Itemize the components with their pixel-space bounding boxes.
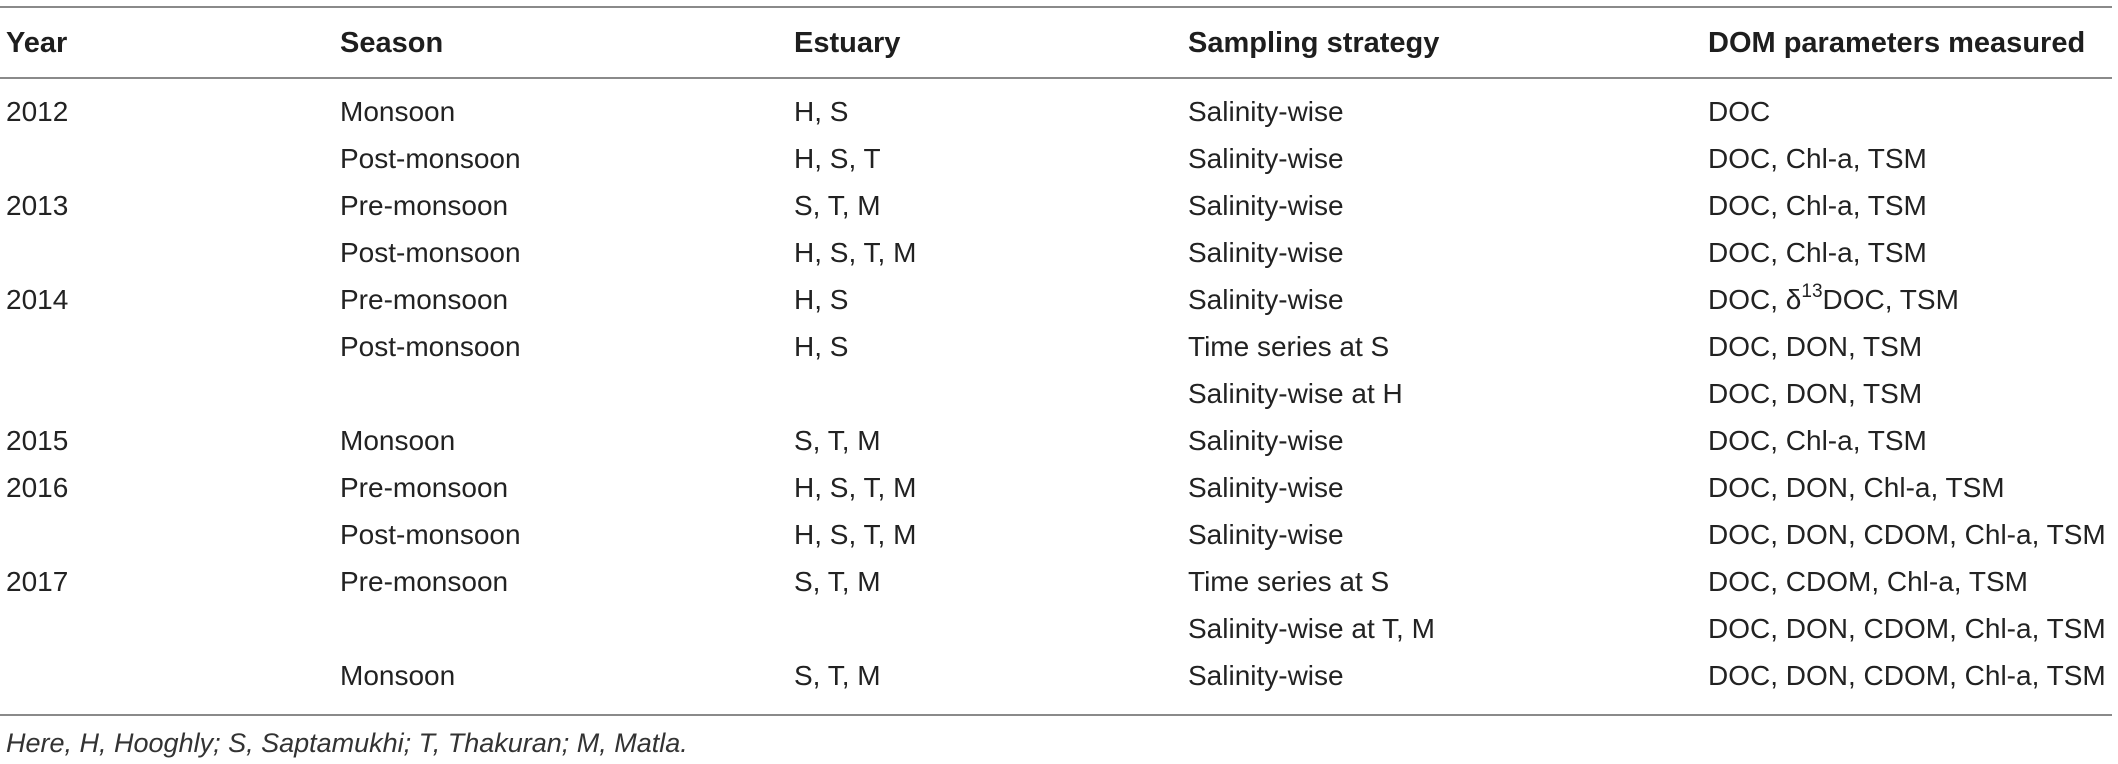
cell-dom: DOC, DON, CDOM, Chl-a, TSM — [1708, 660, 2106, 691]
header-dom-parameters: DOM parameters measured — [1708, 27, 2086, 59]
table-row: 2013 Pre-monsoon S, T, M Salinity-wise D… — [0, 173, 2112, 221]
table-row: Monsoon S, T, M Salinity-wise DOC, DON, … — [0, 643, 2112, 691]
table-body: 2012 Monsoon H, S Salinity-wise DOC Post… — [0, 79, 2112, 714]
cell-estuary: H, S, T, M — [794, 519, 917, 550]
cell-sampling: Salinity-wise at H — [1188, 378, 1403, 409]
cell-estuary: S, T, M — [794, 190, 881, 221]
cell-season: Monsoon — [340, 660, 456, 691]
table-row: Post-monsoon H, S, T, M Salinity-wise DO… — [0, 220, 2112, 268]
cell-sampling: Time series at S — [1188, 566, 1390, 597]
cell-season: Post-monsoon — [340, 237, 521, 268]
cell-estuary: H, S, T — [794, 143, 881, 174]
table-footnote: Here, H, Hooghly; S, Saptamukhi; T, Thak… — [6, 728, 688, 758]
cell-estuary: H, S — [794, 284, 849, 315]
cell-year: 2015 — [6, 425, 69, 456]
cell-season: Pre-monsoon — [340, 472, 509, 503]
cell-dom: DOC, DON, TSM — [1708, 378, 1923, 409]
cell-dom: DOC, DON, TSM — [1708, 331, 1923, 362]
table-row: Post-monsoon H, S, T Salinity-wise DOC, … — [0, 126, 2112, 174]
cell-season: Pre-monsoon — [340, 566, 509, 597]
table-row: 2012 Monsoon H, S Salinity-wise DOC — [0, 79, 2112, 127]
table-top-rule — [0, 6, 2112, 8]
header-year: Year — [6, 27, 68, 59]
header-season: Season — [340, 27, 444, 59]
cell-estuary: S, T, M — [794, 566, 881, 597]
cell-sampling: Salinity-wise — [1188, 237, 1344, 268]
cell-dom: DOC, DON, CDOM, Chl-a, TSM — [1708, 613, 2106, 644]
cell-year: 2013 — [6, 190, 69, 221]
table-bottom-rule — [0, 714, 2112, 716]
table-row: 2015 Monsoon S, T, M Salinity-wise DOC, … — [0, 408, 2112, 456]
header-estuary: Estuary — [794, 27, 901, 59]
cell-dom: DOC, δ13DOC, TSM — [1708, 280, 1959, 316]
cell-sampling: Salinity-wise — [1188, 425, 1344, 456]
cell-estuary: H, S — [794, 331, 849, 362]
cell-dom: DOC, Chl-a, TSM — [1708, 190, 1927, 221]
cell-season: Pre-monsoon — [340, 284, 509, 315]
cell-year: 2016 — [6, 472, 69, 503]
cell-estuary: S, T, M — [794, 660, 881, 691]
table-row: Salinity-wise at T, M DOC, DON, CDOM, Ch… — [0, 596, 2112, 644]
cell-dom-suffix: DOC, TSM — [1822, 284, 1959, 315]
cell-season: Post-monsoon — [340, 143, 521, 174]
cell-dom: DOC, DON, CDOM, Chl-a, TSM — [1708, 519, 2106, 550]
cell-estuary: H, S, T, M — [794, 472, 917, 503]
cell-year: 2014 — [6, 284, 69, 315]
table-row: 2016 Pre-monsoon H, S, T, M Salinity-wis… — [0, 455, 2112, 503]
cell-sampling: Salinity-wise — [1188, 660, 1344, 691]
cell-estuary: H, S, T, M — [794, 237, 917, 268]
cell-sampling: Time series at S — [1188, 331, 1390, 362]
table-row: Post-monsoon H, S, T, M Salinity-wise DO… — [0, 502, 2112, 550]
cell-year: 2012 — [6, 96, 69, 127]
cell-season: Pre-monsoon — [340, 190, 509, 221]
cell-sampling: Salinity-wise — [1188, 519, 1344, 550]
cell-dom: DOC, Chl-a, TSM — [1708, 425, 1927, 456]
cell-estuary: H, S — [794, 96, 849, 127]
cell-season: Post-monsoon — [340, 331, 521, 362]
cell-sampling: Salinity-wise at T, M — [1188, 613, 1435, 644]
cell-estuary: S, T, M — [794, 425, 881, 456]
cell-sampling: Salinity-wise — [1188, 472, 1344, 503]
table-header-row: Year Season Estuary Sampling strategy DO… — [0, 8, 2112, 77]
table-row: Salinity-wise at H DOC, DON, TSM — [0, 361, 2112, 409]
cell-dom: DOC — [1708, 96, 1771, 127]
cell-sampling: Salinity-wise — [1188, 190, 1344, 221]
cell-year: 2017 — [6, 566, 69, 597]
cell-dom-prefix: DOC, δ — [1708, 284, 1802, 315]
isotope-superscript: 13 — [1801, 280, 1823, 302]
cell-sampling: Salinity-wise — [1188, 284, 1344, 315]
table-row: Post-monsoon H, S Time series at S DOC, … — [0, 314, 2112, 362]
cell-dom: DOC, Chl-a, TSM — [1708, 237, 1927, 268]
table-header-rule — [0, 77, 2112, 79]
cell-sampling: Salinity-wise — [1188, 96, 1344, 127]
cell-season: Monsoon — [340, 425, 456, 456]
cell-sampling: Salinity-wise — [1188, 143, 1344, 174]
cell-season: Monsoon — [340, 96, 456, 127]
table-row: 2017 Pre-monsoon S, T, M Time series at … — [0, 549, 2112, 597]
cell-dom: DOC, CDOM, Chl-a, TSM — [1708, 566, 2028, 597]
cell-dom: DOC, DON, Chl-a, TSM — [1708, 472, 2005, 503]
header-sampling-strategy: Sampling strategy — [1188, 27, 1440, 59]
cell-dom: DOC, Chl-a, TSM — [1708, 143, 1927, 174]
cell-season: Post-monsoon — [340, 519, 521, 550]
table-row: 2014 Pre-monsoon H, S Salinity-wise DOC,… — [0, 267, 2112, 316]
